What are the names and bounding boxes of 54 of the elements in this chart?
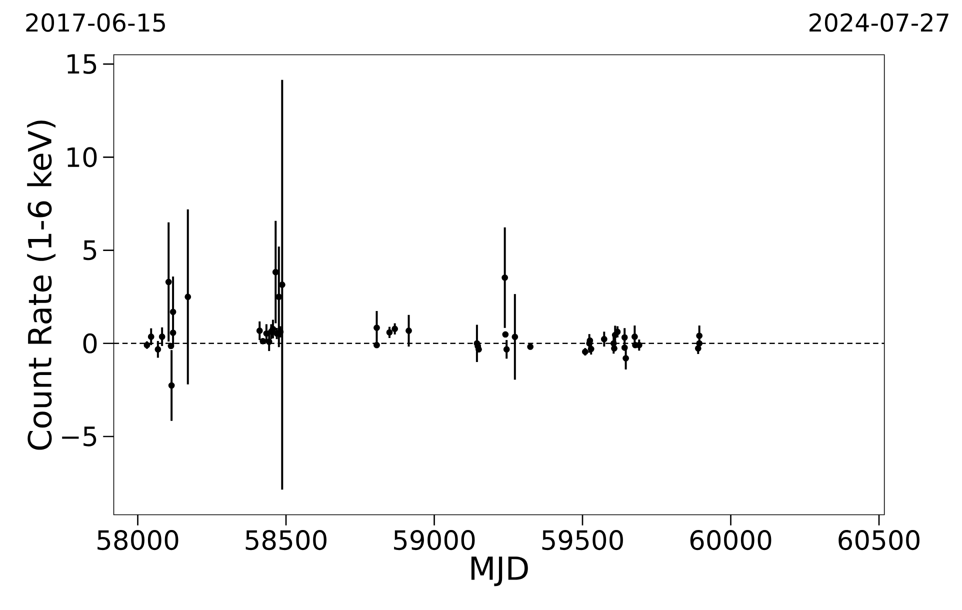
point — [260, 338, 266, 344]
point — [278, 281, 286, 288]
point — [374, 342, 380, 348]
point — [621, 334, 628, 340]
point — [170, 308, 176, 315]
x-tick-label: 59000 — [394, 530, 475, 550]
point — [610, 340, 617, 346]
point — [184, 294, 192, 300]
y-axis-title: Count Rate (1-6 keV) — [27, 120, 56, 450]
y-tick-label: −5 — [62, 426, 96, 446]
point — [588, 346, 594, 352]
point — [503, 346, 510, 352]
y-tick-label: 5 — [84, 240, 96, 260]
point — [502, 274, 508, 281]
point — [154, 346, 162, 352]
point — [696, 340, 703, 346]
point — [374, 324, 380, 331]
point — [600, 336, 608, 342]
point — [694, 345, 702, 352]
point — [406, 327, 412, 334]
text: 2017-06-15 — [26, 13, 165, 32]
point — [148, 333, 154, 340]
point — [586, 337, 594, 344]
point — [276, 294, 282, 300]
point — [632, 333, 638, 340]
point — [622, 354, 629, 362]
point — [272, 268, 279, 276]
point — [168, 342, 174, 350]
point — [256, 327, 263, 334]
point — [614, 328, 621, 335]
point — [168, 382, 175, 389]
x-tick-label: 58500 — [246, 530, 326, 550]
point — [386, 329, 393, 336]
point — [158, 333, 166, 340]
point — [582, 348, 588, 355]
point — [621, 344, 628, 351]
point — [512, 334, 518, 340]
y-tick-label: 10 — [68, 147, 97, 168]
point — [392, 326, 398, 332]
x-axis-title: MJD — [471, 556, 528, 586]
y-tick-label: 15 — [68, 54, 96, 74]
x-tick-label: 60000 — [690, 530, 772, 550]
point — [266, 338, 272, 345]
point — [502, 331, 509, 338]
point — [696, 332, 703, 339]
point — [165, 278, 172, 285]
point — [144, 342, 150, 348]
x-tick-label: 59500 — [542, 530, 623, 550]
text: 2024-07-27 — [810, 13, 948, 32]
point — [527, 343, 534, 350]
point — [170, 329, 176, 336]
y-tick-label: 0 — [83, 333, 97, 354]
x-tick-label: 58000 — [98, 530, 178, 550]
x-tick-label: 60500 — [838, 530, 920, 550]
